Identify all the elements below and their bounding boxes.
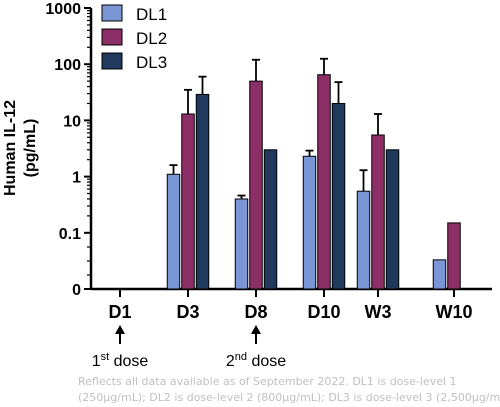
footnote-line-1: Reflects all data available as of Septem… [78,375,457,388]
bar-dl1-d8 [234,198,249,290]
legend-swatch-dl2 [101,28,123,46]
bar-dl1-w3 [356,190,371,290]
legend: DL1 DL2 DL3 [101,4,167,72]
x-tick-label: D8 [244,302,267,322]
bar-dl1-w10 [432,259,447,290]
y-tick-label: 0.1 [59,226,81,243]
error-bars [169,57,382,199]
x-tick-labels: D1 D3 D8 D10 W3 W10 [108,302,472,322]
legend-label-dl3: DL3 [136,53,167,72]
legend-label-dl2: DL2 [136,29,167,48]
footnote-line-2: (250µg/mL); DL2 is dose-level 2 (800µg/m… [78,391,500,404]
x-tick-label: D1 [108,302,131,322]
bar-dl1-d3 [166,173,181,290]
axes [84,7,492,297]
bar-dl3-d3 [195,93,210,290]
legend-label-dl1: DL1 [136,5,167,24]
bar-dl3-w3 [385,149,400,290]
dose-arrowhead [115,325,125,334]
y-tick-label: 100 [54,57,81,74]
y-tick-labels: 0 0.1 1 10 100 1000 [45,1,81,299]
bar-dl2-d10 [317,74,331,290]
y-tick-label: 1000 [45,1,81,18]
dose-label: 2nd dose [226,351,286,370]
bar-dl2-d8 [249,80,263,290]
bar-dl2-w3 [371,134,385,290]
x-tick-label: D10 [307,302,340,322]
x-tick-label: W10 [435,302,472,322]
dose-annotations: 1st dose 2nd dose [92,325,286,370]
bar-dl2-d3 [181,113,195,290]
bar-dl3-d8 [263,149,278,290]
il12-bar-chart: Human IL-12 (pg/mL) 0 0.1 1 10 100 1000 D1 D3 D8… [2,1,492,370]
y-axis-title-line: (pg/mL) [22,119,39,178]
bar-dl1-d10 [302,155,317,290]
legend-swatch-dl3 [101,52,123,70]
legend-swatch-dl1 [101,4,123,22]
bar-dl2-w10 [447,222,461,290]
x-tick-label: W3 [365,302,392,322]
dose-label: 1st dose [92,351,149,370]
bar-dl3-d10 [331,102,346,290]
y-tick-label: 1 [72,170,81,187]
y-tick-label: 10 [63,113,81,130]
dose-arrowhead [251,325,261,334]
x-tick-label: D3 [176,302,199,322]
footnote: Reflects all data available as of Septem… [78,374,500,406]
y-axis-title-line: Human IL-12 [2,100,19,196]
y-tick-label: 0 [72,282,81,299]
bars [166,74,461,290]
y-axis-title: Human IL-12 (pg/mL) [2,100,39,196]
